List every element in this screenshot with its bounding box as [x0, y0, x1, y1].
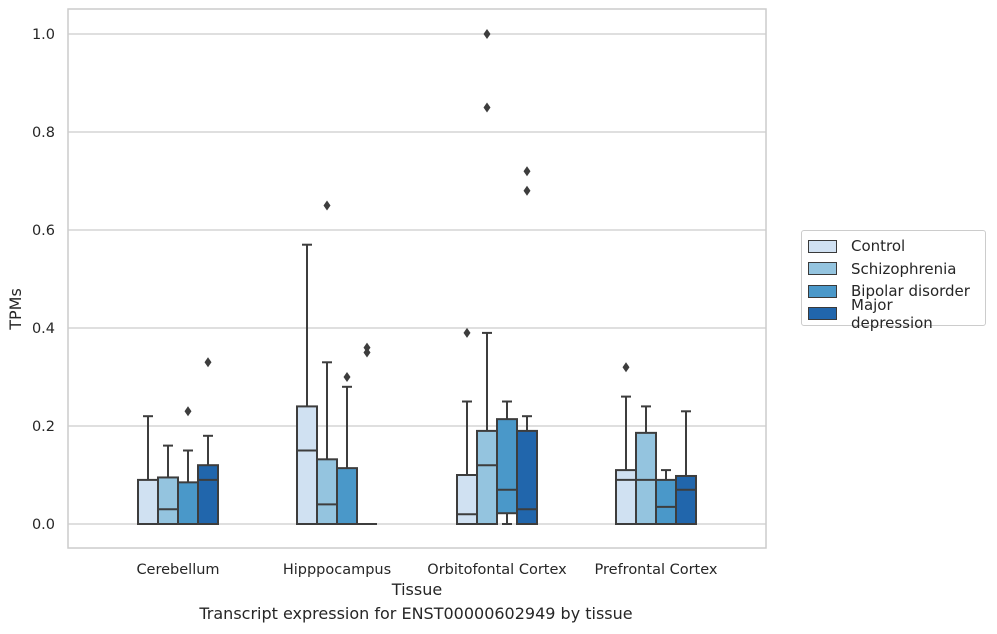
outlier-marker: [363, 342, 371, 353]
outlier-marker: [523, 185, 531, 196]
box-3-3: [675, 474, 697, 526]
box-1-3: [635, 431, 657, 525]
y-tick-label: 0.8: [32, 125, 55, 141]
y-tick-label: 0.6: [32, 223, 55, 239]
legend-swatch-major-depression: [808, 307, 837, 321]
x-axis-label: Tissue: [391, 580, 442, 599]
legend-label-control: Control: [851, 237, 906, 256]
legend-swatch-control: [808, 239, 837, 253]
y-tick-label: 0.2: [32, 419, 55, 435]
box-2-2: [496, 418, 518, 515]
legend-item-schizophrenia: Schizophrenia: [808, 258, 979, 281]
outlier-marker: [343, 372, 351, 382]
box-1-1: [316, 458, 338, 526]
box-2-3: [655, 478, 677, 525]
x-tick-label: Hipppocampus: [283, 562, 391, 578]
y-tick-label: 0.0: [32, 517, 55, 533]
box-1-0: [157, 476, 179, 526]
box-2-1: [336, 467, 358, 526]
box-0-1: [296, 405, 318, 525]
y-tick-label: 1.0: [32, 27, 55, 43]
outlier-marker: [184, 406, 192, 417]
outlier-marker: [463, 327, 471, 338]
outlier-marker: [204, 357, 212, 368]
legend: Control Schizophrenia Bipolar disorder M…: [801, 230, 986, 332]
legend-swatch-schizophrenia: [808, 262, 837, 276]
legend-label-major-depression: Major depression: [851, 295, 933, 332]
outlier-marker: [523, 166, 531, 177]
legend-swatch-bipolar: [808, 284, 837, 298]
legend-item-control: Control: [808, 235, 979, 258]
legend-item-bipolar: Bipolar disorder: [808, 280, 979, 303]
plot-frame: [67, 8, 767, 549]
figure-caption: Transcript expression for ENST0000060294…: [199, 604, 633, 623]
outlier-marker: [323, 200, 331, 211]
box-1-2: [476, 429, 498, 525]
outlier-marker: [483, 29, 491, 39]
x-tick-label: Cerebellum: [136, 562, 219, 578]
y-tick-label: 0.4: [32, 321, 55, 337]
box-0-0: [137, 478, 159, 525]
x-tick-label: Prefrontal Cortex: [595, 562, 718, 578]
box-2-0: [177, 481, 199, 526]
box-3-0: [197, 464, 219, 526]
y-axis-label: TPMs: [6, 288, 25, 331]
legend-label-schizophrenia: Schizophrenia: [851, 259, 957, 278]
x-tick-label: Orbitofontal Cortex: [427, 562, 567, 578]
box-0-2: [456, 474, 478, 525]
outlier-marker: [622, 362, 630, 373]
box-0-3: [615, 469, 637, 526]
legend-item-major-depression: Major depression: [808, 296, 979, 332]
outlier-marker: [483, 102, 491, 113]
legend-label-bipolar: Bipolar disorder: [851, 282, 970, 301]
box-3-2: [516, 429, 538, 525]
